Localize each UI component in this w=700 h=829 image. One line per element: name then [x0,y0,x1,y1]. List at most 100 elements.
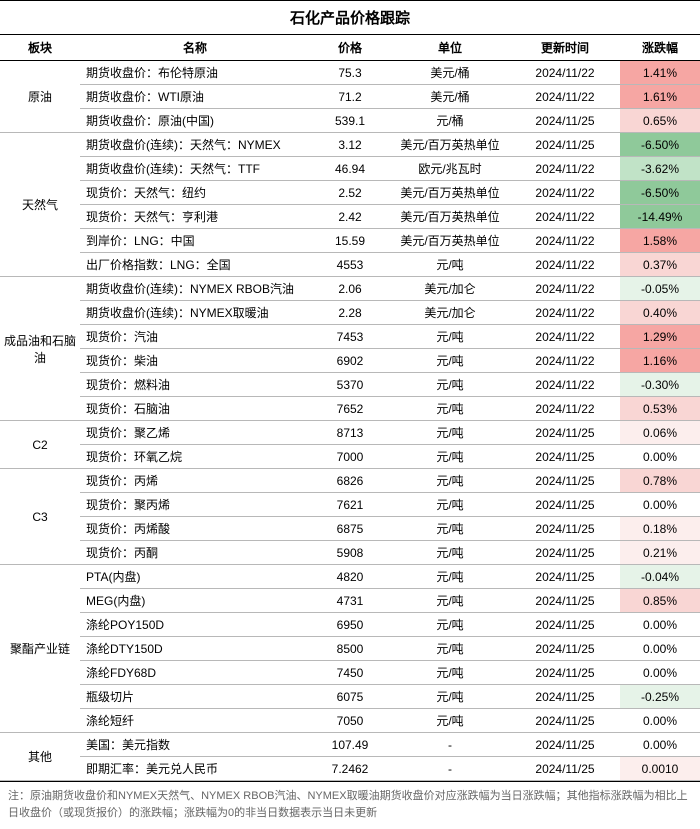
price-cell: 15.59 [310,229,390,253]
price-cell: 7652 [310,397,390,421]
table-row: 天然气期货收盘价(连续)：天然气：NYMEX3.12美元/百万英热单位2024/… [0,133,700,157]
sector-cell: C3 [0,469,80,565]
table-row: 成品油和石脑油期货收盘价(连续)：NYMEX RBOB汽油2.06美元/加仑20… [0,277,700,301]
change-cell: -0.30% [620,373,700,397]
unit-cell: 元/吨 [390,349,510,373]
time-cell: 2024/11/22 [510,349,620,373]
name-cell: 期货收盘价：WTI原油 [80,85,310,109]
col-sector: 板块 [0,35,80,61]
table-row: 现货价：丙酮5908元/吨2024/11/250.21% [0,541,700,565]
name-cell: 现货价：丙烯酸 [80,517,310,541]
table-row: 现货价：燃料油5370元/吨2024/11/22-0.30% [0,373,700,397]
price-cell: 6902 [310,349,390,373]
change-cell: 0.18% [620,517,700,541]
price-cell: 6826 [310,469,390,493]
name-cell: 即期汇率：美元兑人民币 [80,757,310,781]
time-cell: 2024/11/25 [510,565,620,589]
unit-cell: 美元/百万英热单位 [390,181,510,205]
price-cell: 4820 [310,565,390,589]
price-cell: 6950 [310,613,390,637]
time-cell: 2024/11/25 [510,637,620,661]
name-cell: 现货价：燃料油 [80,373,310,397]
price-cell: 8500 [310,637,390,661]
name-cell: 期货收盘价：布伦特原油 [80,61,310,85]
time-cell: 2024/11/22 [510,85,620,109]
unit-cell: - [390,757,510,781]
col-price: 价格 [310,35,390,61]
change-cell: -14.49% [620,205,700,229]
sector-cell: 原油 [0,61,80,133]
name-cell: 出厂价格指数：LNG：全国 [80,253,310,277]
time-cell: 2024/11/22 [510,157,620,181]
table-row: 涤纶POY150D6950元/吨2024/11/250.00% [0,613,700,637]
name-cell: MEG(内盘) [80,589,310,613]
price-cell: 6875 [310,517,390,541]
table-row: 原油期货收盘价：布伦特原油75.3美元/桶2024/11/221.41% [0,61,700,85]
change-cell: -0.25% [620,685,700,709]
name-cell: 到岸价：LNG：中国 [80,229,310,253]
time-cell: 2024/11/22 [510,205,620,229]
change-cell: 0.00% [620,445,700,469]
table-row: 现货价：环氧乙烷7000元/吨2024/11/250.00% [0,445,700,469]
price-cell: 7621 [310,493,390,517]
price-cell: 539.1 [310,109,390,133]
unit-cell: 美元/桶 [390,61,510,85]
time-cell: 2024/11/25 [510,541,620,565]
change-cell: 1.61% [620,85,700,109]
col-time: 更新时间 [510,35,620,61]
name-cell: 现货价：聚乙烯 [80,421,310,445]
price-cell: 71.2 [310,85,390,109]
name-cell: 瓶级切片 [80,685,310,709]
sector-cell: 聚酯产业链 [0,565,80,733]
change-cell: -3.62% [620,157,700,181]
table-row: MEG(内盘)4731元/吨2024/11/250.85% [0,589,700,613]
change-cell: 0.85% [620,589,700,613]
name-cell: 期货收盘价(连续)：NYMEX取暖油 [80,301,310,325]
name-cell: 现货价：丙酮 [80,541,310,565]
unit-cell: 元/吨 [390,493,510,517]
col-name: 名称 [80,35,310,61]
table-header-row: 板块 名称 价格 单位 更新时间 涨跌幅 [0,35,700,61]
price-cell: 8713 [310,421,390,445]
unit-cell: 元/吨 [390,253,510,277]
table-row: 期货收盘价(连续)：天然气：TTF46.94欧元/兆瓦时2024/11/22-3… [0,157,700,181]
price-cell: 2.42 [310,205,390,229]
name-cell: 涤纶FDY68D [80,661,310,685]
table-row: 期货收盘价：原油(中国)539.1元/桶2024/11/250.65% [0,109,700,133]
name-cell: 涤纶POY150D [80,613,310,637]
time-cell: 2024/11/25 [510,421,620,445]
name-cell: 美国：美元指数 [80,733,310,757]
sector-cell: C2 [0,421,80,469]
table-row: 现货价：丙烯酸6875元/吨2024/11/250.18% [0,517,700,541]
name-cell: 期货收盘价(连续)：NYMEX RBOB汽油 [80,277,310,301]
time-cell: 2024/11/22 [510,181,620,205]
table-row: C2现货价：聚乙烯8713元/吨2024/11/250.06% [0,421,700,445]
table-footnote: 注：原油期货收盘价和NYMEX天然气、NYMEX RBOB汽油、NYMEX取暖油… [0,781,700,829]
name-cell: 现货价：天然气：亨利港 [80,205,310,229]
table-row: 期货收盘价：WTI原油71.2美元/桶2024/11/221.61% [0,85,700,109]
price-cell: 5370 [310,373,390,397]
time-cell: 2024/11/22 [510,325,620,349]
change-cell: 0.00% [620,709,700,733]
name-cell: 期货收盘价(连续)：天然气：TTF [80,157,310,181]
time-cell: 2024/11/25 [510,133,620,157]
change-cell: 1.16% [620,349,700,373]
change-cell: 0.65% [620,109,700,133]
time-cell: 2024/11/25 [510,589,620,613]
time-cell: 2024/11/22 [510,301,620,325]
change-cell: 0.37% [620,253,700,277]
col-unit: 单位 [390,35,510,61]
unit-cell: 元/吨 [390,445,510,469]
name-cell: 现货价：石脑油 [80,397,310,421]
time-cell: 2024/11/25 [510,733,620,757]
unit-cell: 美元/加仑 [390,277,510,301]
col-change: 涨跌幅 [620,35,700,61]
time-cell: 2024/11/22 [510,277,620,301]
unit-cell: 元/吨 [390,397,510,421]
change-cell: 0.00% [620,637,700,661]
time-cell: 2024/11/25 [510,709,620,733]
change-cell: -0.04% [620,565,700,589]
unit-cell: 美元/百万英热单位 [390,133,510,157]
change-cell: 0.78% [620,469,700,493]
time-cell: 2024/11/25 [510,445,620,469]
